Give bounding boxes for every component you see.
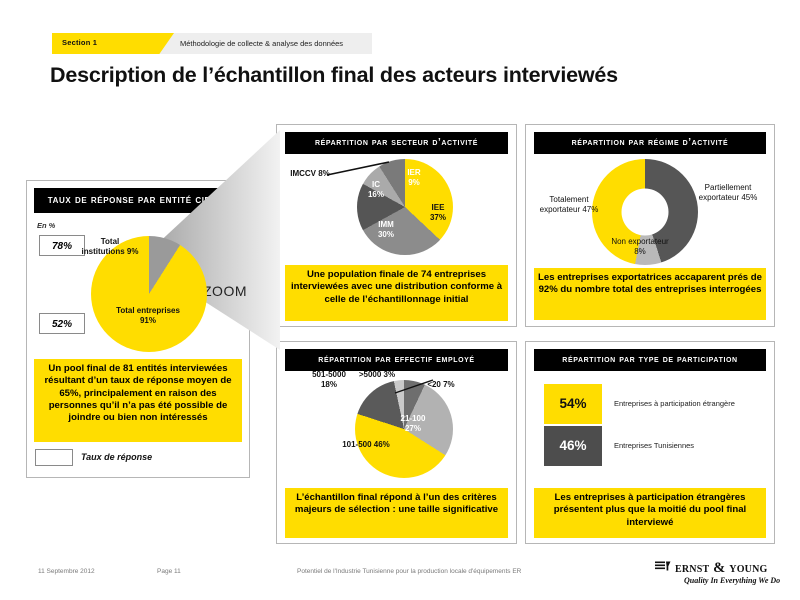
pie-label-iee: IEE 37% [429,203,446,222]
panel-regime-activite: Répartition par régime d’activité Partie… [525,124,775,327]
donut-chart-regime-activite [592,159,698,265]
panel-title-type-participation: Répartition par type de participation [534,349,766,371]
section-subtitle: Méthodologie de collecte & analyse des d… [180,38,344,48]
panel-title-regime-activite: Répartition par régime d’activité [534,132,766,154]
unit-label: En % [37,221,56,230]
footer-document-title: Potentiel de l'Industrie Tunisienne pour… [297,568,522,575]
legend-swatch [35,449,73,466]
pie-label-over-5000: >5000 3% [358,370,396,379]
section-label: Section 1 [62,38,98,47]
bar-entreprises-tunisiennes: 46% [544,426,602,466]
ey-logo-mark-icon [655,561,671,571]
pie-label-ier: IER 9% [407,168,421,187]
section-header-bar: Section 1 Méthodologie de collecte & ana… [52,33,372,54]
callout-taux-de-reponse: Un pool final de 81 entités interviewées… [34,359,242,442]
panel-type-participation: Répartition par type de participation 54… [525,341,775,544]
panel-title-effectif-employe: Répartition par effectif employé [285,349,508,371]
legend-taux-de-reponse: Taux de réponse [35,449,243,469]
pie-label-101-500: 101-500 46% [342,440,390,449]
legend-label: Taux de réponse [81,452,153,462]
ernst-young-wordmark: Ernst & Young [675,560,768,576]
pie-label-under-20: <20 7% [427,380,455,389]
footer-page-number: Page 11 [157,568,181,575]
callout-type-participation: Les entreprises à participation étrangèr… [534,488,766,538]
pie-label-21-100: 21-100 27% [400,414,426,433]
rate-entreprises-box: 52% [39,313,85,334]
callout-effectif-employe: L’échantillon final répond à l’un des cr… [285,488,508,538]
zoom-label: ZOOM [203,283,247,299]
pie-label-total-institutions: Total institutions 9% [81,237,139,256]
donut-label-non-exportateur: Non exportateur 8% [611,237,669,256]
under20-leader-line [394,379,434,394]
ernst-young-tagline: Quality In Everything We Do [684,576,781,585]
pie-chart-secteur-activite [357,159,453,255]
bar-label-participation-etrangere: Entreprises à participation étrangère [614,399,735,408]
donut-label-totalement-exportateur: Totalement exportateur 47% [539,195,599,214]
panel-effectif-employe: Répartition par effectif employé 501-500… [276,341,517,544]
imccv-leader-line [326,161,390,176]
panel-title-secteur-activite: Répartition par secteur d’activité [285,132,508,154]
bar-label-entreprises-tunisiennes: Entreprises Tunisiennes [614,441,695,450]
callout-secteur-activite: Une population finale de 74 entreprises … [285,265,508,321]
pie-label-501-5000: 501-5000 18% [312,370,346,389]
zoom-funnel-graphic [140,130,280,350]
slide-footer: 11 Septembre 2012 Page 11 Potentiel de l… [0,560,800,600]
section-tab [52,33,174,54]
pie-label-imccv: IMCCV 8% [290,169,330,178]
footer-date: 11 Septembre 2012 [38,568,95,575]
callout-regime-activite: Les entreprises exportatrices accaparent… [534,268,766,320]
pie-label-ic: IC 16% [367,180,384,199]
pie-chart-taux-de-reponse [91,236,207,352]
ernst-young-logo: Ernst & Young Quality In Everything We D… [655,558,785,588]
rate-institutions-box: 78% [39,235,85,256]
donut-label-partiellement-exportateur: Partiellement exportateur 45% [698,183,758,202]
panel-secteur-activite: Répartition par secteur d’activité IER 9… [276,124,517,327]
bar-participation-etrangere: 54% [544,384,602,424]
pie-label-imm: IMM 30% [377,220,394,239]
pie-chart-effectif-employe [355,380,453,478]
page-title: Description de l’échantillon final des a… [50,63,618,87]
pie-label-total-entreprises: Total entreprises 91% [116,306,180,325]
